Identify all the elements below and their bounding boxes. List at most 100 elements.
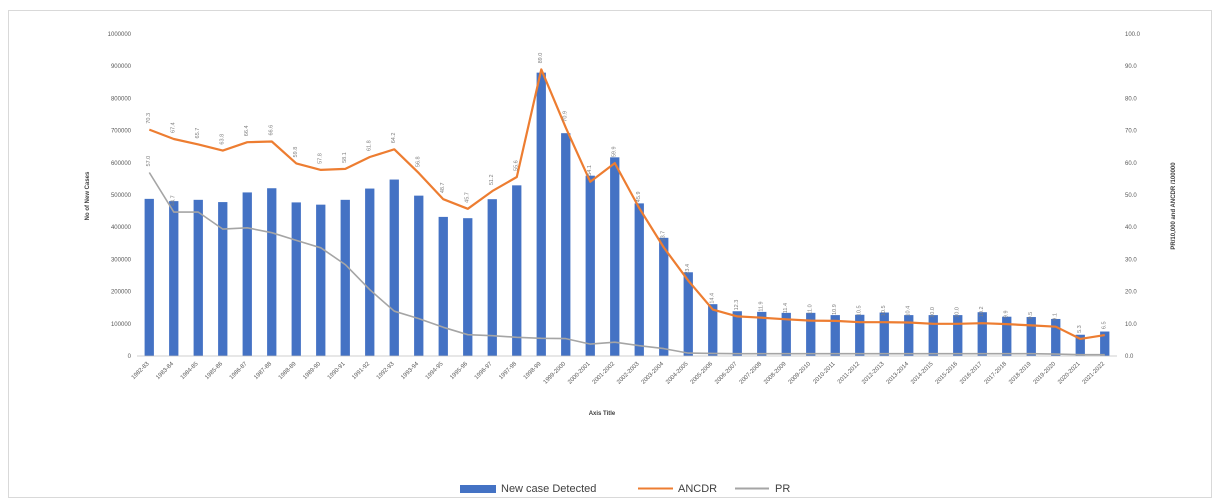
x-tick-label: 1993-94 <box>400 361 420 381</box>
data-label-ancdr: 10.2 <box>979 306 985 317</box>
x-tick-label: 2008-2009 <box>763 361 788 386</box>
y-tick-right-label: 40.0 <box>1125 225 1137 231</box>
data-label-ancdr: 12.3 <box>734 300 740 311</box>
bar <box>732 311 742 356</box>
x-tick-label: 2019-2020 <box>1033 361 1058 386</box>
x-tick-label: 1998-99 <box>523 361 543 381</box>
data-label-ancdr: 51.2 <box>489 174 495 185</box>
data-label-ancdr: 45.9 <box>636 191 642 202</box>
data-label-ancdr: 66.6 <box>269 125 275 136</box>
data-label-ancdr: 55.6 <box>514 160 520 171</box>
y-tick-left-label: 1000000 <box>108 32 132 38</box>
data-label-ancdr: 89.0 <box>538 53 544 64</box>
bar <box>561 133 571 356</box>
data-label-ancdr: 67.4 <box>171 122 177 133</box>
x-tick-label: 2016-2017 <box>959 361 984 386</box>
data-label-ancdr: 9.1 <box>1053 313 1059 321</box>
y-tick-right-label: 60.0 <box>1125 161 1137 167</box>
y-tick-right-label: 20.0 <box>1125 290 1137 296</box>
bar <box>928 315 938 356</box>
x-tick-label: 1992-93 <box>376 361 396 381</box>
data-label-pr: 44.7 <box>171 195 177 206</box>
bar <box>218 202 228 356</box>
x-tick-label: 1983-84 <box>155 361 175 381</box>
bar <box>659 237 669 356</box>
x-tick-label: 2005-2006 <box>690 361 715 386</box>
x-tick-label: 1994-95 <box>425 361 445 381</box>
data-label-ancdr: 65.7 <box>195 128 201 139</box>
data-label-ancdr: 54.1 <box>587 165 593 176</box>
bar <box>1026 317 1036 356</box>
bar <box>414 195 424 356</box>
bar <box>144 198 154 356</box>
y-tick-left-label: 800000 <box>111 96 132 102</box>
x-tick-label: 1996-97 <box>474 361 494 381</box>
x-tick-label: 2004-2005 <box>665 361 690 386</box>
x-tick-label: 2018-2019 <box>1008 361 1033 386</box>
x-tick-label: 1985-86 <box>204 361 224 381</box>
x-tick-label: 1988-89 <box>278 361 298 381</box>
data-label-ancdr: 6.5 <box>1102 321 1108 329</box>
x-tick-label: 2015-2016 <box>935 361 960 386</box>
data-label-ancdr: 23.4 <box>685 264 691 275</box>
x-tick-label: 2000-2001 <box>567 361 592 386</box>
y-tick-left-label: 300000 <box>111 257 132 263</box>
bar <box>806 312 816 356</box>
bar <box>879 312 889 356</box>
bar <box>291 202 301 356</box>
bar <box>365 188 375 356</box>
y-tick-right-label: 30.0 <box>1125 257 1137 263</box>
bar <box>340 199 350 356</box>
x-tick-label: 2006-2007 <box>714 361 739 386</box>
data-label-ancdr: 10.9 <box>832 304 838 315</box>
x-tick-label: 1995-96 <box>449 361 469 381</box>
x-tick-label: 1990-91 <box>327 361 347 381</box>
data-label-ancdr: 70.9 <box>563 111 569 122</box>
combo-chart: 70.3 67.4 65.7 63.8 66.4 66.6 59.8 57.8 58.1 61.8… <box>85 32 1177 495</box>
y-tick-right-label: 80.0 <box>1125 96 1137 102</box>
y-tick-right-label: 10.0 <box>1125 322 1137 328</box>
bar <box>904 315 914 356</box>
data-label-ancdr: 63.8 <box>220 134 226 145</box>
x-tick-label: 2009-2010 <box>788 361 813 386</box>
x-tick-label: 2011-2012 <box>837 361 862 386</box>
bar <box>585 175 595 356</box>
data-label-ancdr: 45.7 <box>465 192 471 203</box>
line-series-ancdr <box>148 68 1105 340</box>
data-label-ancdr: 10.5 <box>857 305 863 316</box>
data-label-ancdr: 14.4 <box>710 293 716 304</box>
y-tick-left-label: 600000 <box>111 161 132 167</box>
x-tick-label: 2007-2008 <box>739 361 764 386</box>
chart-frame: 70.3 67.4 65.7 63.8 66.4 66.6 59.8 57.8 58.1 61.8… <box>8 10 1212 498</box>
bar <box>169 201 179 356</box>
y-tick-left-label: 700000 <box>111 129 132 135</box>
data-label-ancdr: 11.4 <box>783 303 789 313</box>
x-tick-label: 2010-2011 <box>812 361 837 386</box>
data-label-ancdr: 59.9 <box>612 146 618 157</box>
data-label-ancdr: 58.1 <box>342 152 348 163</box>
x-tick-label: 1987-88 <box>253 361 273 381</box>
data-label-ancdr: 33.7 <box>661 231 667 242</box>
bar <box>855 314 865 356</box>
x-tick-label: 2002-2003 <box>616 361 641 386</box>
line-series-pr <box>148 172 1105 356</box>
bar <box>1075 334 1085 356</box>
bar-series-new-case-detected <box>144 72 1110 356</box>
y-tick-left-label: 100000 <box>111 322 132 328</box>
data-label-ancdr: 9.5 <box>1028 312 1034 320</box>
y-axis-left-title: No of New Cases <box>85 171 91 220</box>
legend-label-ancdr: ANCDR <box>678 483 717 495</box>
data-label-pr: 57.0 <box>146 156 152 167</box>
x-axis-title: Axis Title <box>589 411 616 417</box>
bar <box>487 199 497 356</box>
x-tick-label: 1982-83 <box>131 361 151 381</box>
y-tick-right-label: 70.0 <box>1125 129 1137 135</box>
y-tick-left-label: 0 <box>128 354 132 360</box>
bar <box>389 179 399 356</box>
bar <box>708 304 718 356</box>
bar <box>1051 318 1061 356</box>
bar <box>1100 331 1110 356</box>
data-label-ancdr: 59.8 <box>293 147 299 158</box>
x-tick-label: 1984-85 <box>180 361 200 381</box>
data-label-ancdr: 11.9 <box>759 301 765 311</box>
